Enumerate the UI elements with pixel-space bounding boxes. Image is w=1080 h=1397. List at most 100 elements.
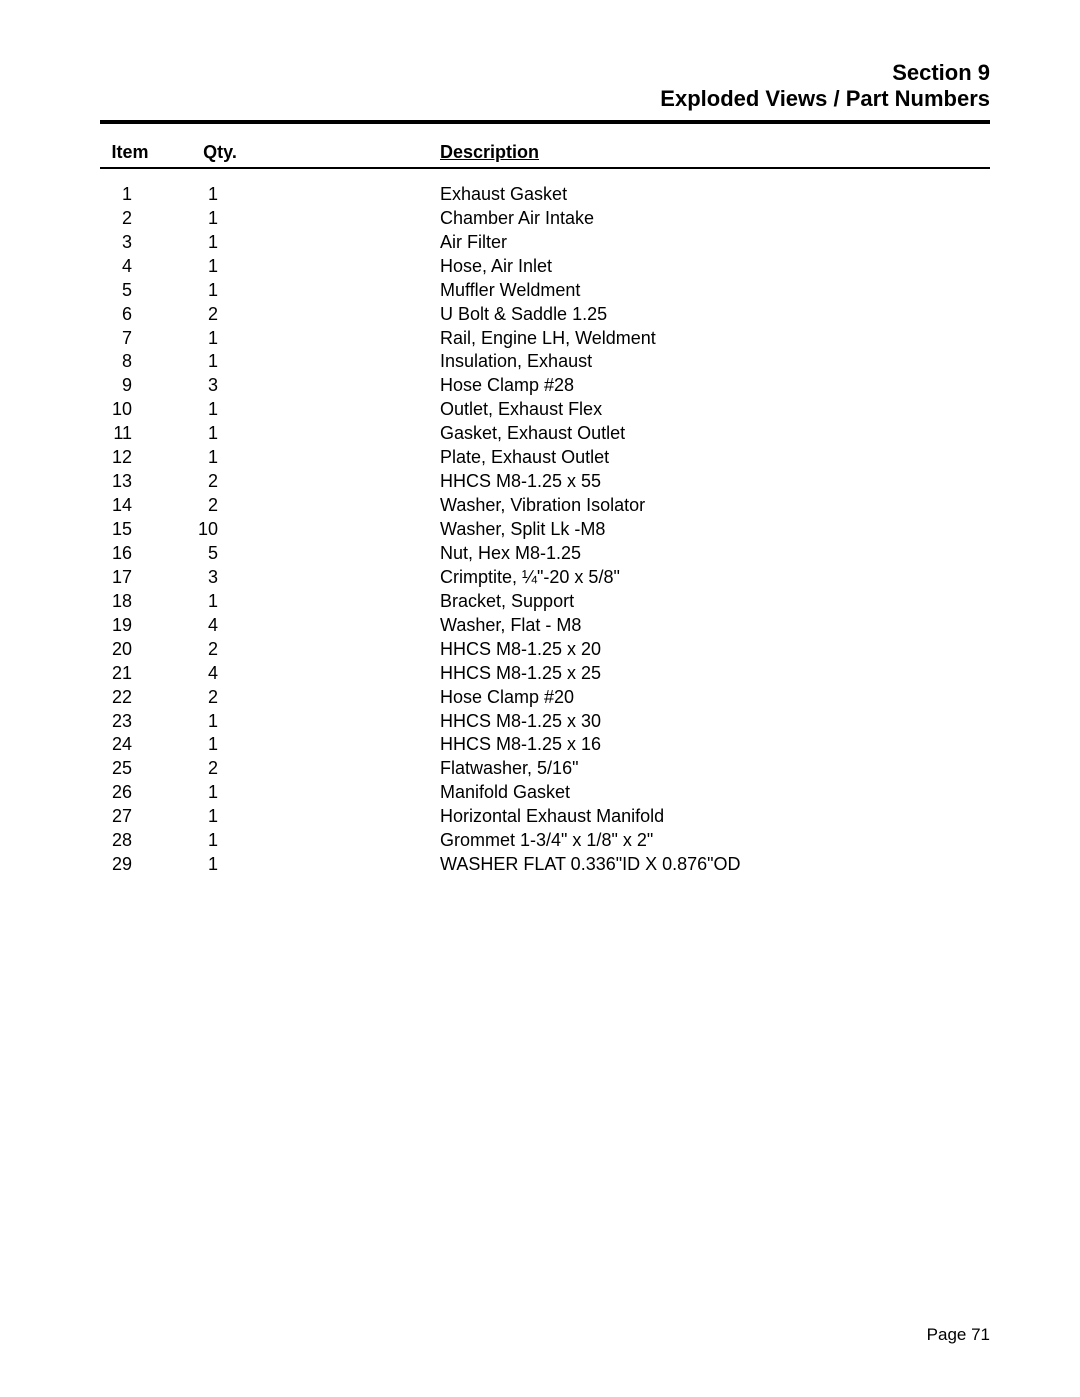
table-row: 62 U Bolt & Saddle 1.25 (100, 303, 990, 327)
cell-description: Exhaust Gasket (440, 183, 990, 207)
cell-spacer (280, 566, 440, 590)
table-header-row: Item Qty. Description (100, 142, 990, 167)
cell-description: Grommet 1-3/4" x 1/8" x 2" (440, 829, 990, 853)
col-header-description: Description (440, 142, 620, 163)
cell-description: Horizontal Exhaust Manifold (440, 805, 990, 829)
cell-qty: 2 (160, 757, 280, 781)
cell-description: Washer, Vibration Isolator (440, 494, 990, 518)
cell-description: Insulation, Exhaust (440, 350, 990, 374)
cell-description: Chamber Air Intake (440, 207, 990, 231)
table-row: 93Hose Clamp #28 (100, 374, 990, 398)
cell-spacer (280, 829, 440, 853)
cell-description: WASHER FLAT 0.336"ID X 0.876"OD (440, 853, 990, 877)
cell-item: 21 (100, 662, 160, 686)
cell-item: 16 (100, 542, 160, 566)
table-row: 11Exhaust Gasket (100, 183, 990, 207)
cell-qty: 3 (160, 566, 280, 590)
cell-spacer (280, 374, 440, 398)
header-underline (100, 167, 990, 169)
cell-item: 5 (100, 279, 160, 303)
col-header-item: Item (100, 142, 160, 163)
cell-spacer (280, 231, 440, 255)
cell-item: 8 (100, 350, 160, 374)
cell-item: 27 (100, 805, 160, 829)
cell-qty: 2 (160, 303, 280, 327)
cell-item: 6 (100, 303, 160, 327)
cell-description: Bracket, Support (440, 590, 990, 614)
cell-description: Nut, Hex M8-1.25 (440, 542, 990, 566)
cell-spacer (280, 446, 440, 470)
table-row: 142Washer, Vibration Isolator (100, 494, 990, 518)
cell-description: U Bolt & Saddle 1.25 (440, 303, 990, 327)
cell-spacer (280, 350, 440, 374)
cell-description: HHCS M8-1.25 x 25 (440, 662, 990, 686)
cell-description: HHCS M8-1.25 x 55 (440, 470, 990, 494)
page: Section 9 Exploded Views / Part Numbers … (0, 0, 1080, 1397)
cell-qty: 2 (160, 686, 280, 710)
cell-qty: 1 (160, 710, 280, 734)
table-row: 101Outlet, Exhaust Flex (100, 398, 990, 422)
table-body: 11Exhaust Gasket21Chamber Air Intake31Ai… (100, 183, 990, 877)
table-row: 121Plate, Exhaust Outlet (100, 446, 990, 470)
cell-item: 28 (100, 829, 160, 853)
table-row: 31Air Filter (100, 231, 990, 255)
cell-item: 29 (100, 853, 160, 877)
cell-item: 9 (100, 374, 160, 398)
table-row: 181Bracket, Support (100, 590, 990, 614)
parts-table: Item Qty. Description 11Exhaust Gasket21… (100, 142, 990, 877)
table-row: 202HHCS M8-1.25 x 20 (100, 638, 990, 662)
cell-description: Crimptite, ¼"-20 x 5/8" (440, 566, 990, 590)
cell-item: 23 (100, 710, 160, 734)
cell-spacer (280, 303, 440, 327)
cell-qty: 1 (160, 279, 280, 303)
table-row: 21Chamber Air Intake (100, 207, 990, 231)
cell-description: Hose Clamp #20 (440, 686, 990, 710)
cell-spacer (280, 614, 440, 638)
cell-qty: 1 (160, 350, 280, 374)
cell-description: Outlet, Exhaust Flex (440, 398, 990, 422)
cell-description: Rail, Engine LH, Weldment (440, 327, 990, 351)
cell-qty: 10 (160, 518, 280, 542)
cell-spacer (280, 398, 440, 422)
cell-spacer (280, 494, 440, 518)
cell-spacer (280, 327, 440, 351)
cell-spacer (280, 279, 440, 303)
cell-spacer (280, 733, 440, 757)
cell-qty: 1 (160, 829, 280, 853)
page-header: Section 9 Exploded Views / Part Numbers (100, 60, 990, 112)
cell-spacer (280, 662, 440, 686)
table-row: 1510Washer, Split Lk -M8 (100, 518, 990, 542)
cell-spacer (280, 542, 440, 566)
table-row: 132HHCS M8-1.25 x 55 (100, 470, 990, 494)
cell-item: 25 (100, 757, 160, 781)
cell-qty: 1 (160, 853, 280, 877)
cell-description: Washer, Split Lk -M8 (440, 518, 990, 542)
header-rule (100, 120, 990, 124)
table-row: 173Crimptite, ¼"-20 x 5/8" (100, 566, 990, 590)
cell-description: Hose, Air Inlet (440, 255, 990, 279)
cell-description: Hose Clamp #28 (440, 374, 990, 398)
table-row: 271Horizontal Exhaust Manifold (100, 805, 990, 829)
cell-item: 26 (100, 781, 160, 805)
cell-spacer (280, 686, 440, 710)
cell-spacer (280, 638, 440, 662)
cell-item: 20 (100, 638, 160, 662)
cell-spacer (280, 805, 440, 829)
cell-description: HHCS M8-1.25 x 30 (440, 710, 990, 734)
cell-spacer (280, 590, 440, 614)
table-row: 165Nut, Hex M8-1.25 (100, 542, 990, 566)
cell-item: 22 (100, 686, 160, 710)
table-row: 241HHCS M8-1.25 x 16 (100, 733, 990, 757)
cell-qty: 1 (160, 231, 280, 255)
cell-item: 4 (100, 255, 160, 279)
cell-spacer (280, 183, 440, 207)
page-number: Page 71 (927, 1325, 990, 1345)
cell-qty: 2 (160, 638, 280, 662)
cell-qty: 1 (160, 590, 280, 614)
cell-qty: 2 (160, 494, 280, 518)
cell-item: 24 (100, 733, 160, 757)
table-row: 214HHCS M8-1.25 x 25 (100, 662, 990, 686)
section-title: Exploded Views / Part Numbers (100, 86, 990, 112)
cell-qty: 1 (160, 781, 280, 805)
cell-qty: 1 (160, 207, 280, 231)
